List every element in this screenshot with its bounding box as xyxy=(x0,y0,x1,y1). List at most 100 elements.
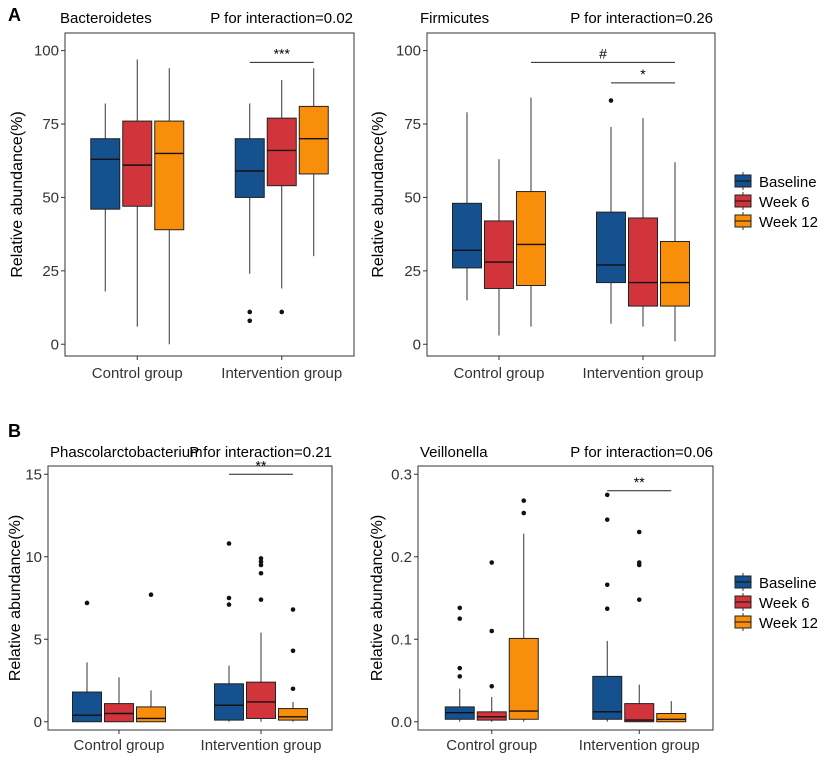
panel-label: A xyxy=(8,5,21,25)
outlier-point xyxy=(258,559,264,564)
box-iqr xyxy=(628,217,658,307)
legend-label: Week 6 xyxy=(759,595,810,612)
box-iqr xyxy=(508,637,539,720)
outlier-point xyxy=(279,309,285,315)
outlier-point xyxy=(258,562,264,568)
series-week-6 xyxy=(484,118,658,336)
outlier-point xyxy=(604,582,610,588)
series-week-12 xyxy=(154,68,329,345)
x-category-label: Intervention group xyxy=(583,365,704,382)
outlier-point xyxy=(226,541,232,546)
significance-marker: # xyxy=(599,45,607,61)
significance-marker: ** xyxy=(256,457,267,473)
outlier-point xyxy=(258,556,264,561)
series-week-6 xyxy=(122,59,297,327)
plot-border xyxy=(417,465,714,731)
box-week-12-1 xyxy=(298,68,329,257)
box-iqr xyxy=(72,691,102,723)
panel-title: Firmicutes xyxy=(420,10,489,27)
box-week-6-0 xyxy=(104,677,134,723)
y-tick-label: 100 xyxy=(396,43,421,60)
box-iqr xyxy=(476,711,507,721)
box-iqr xyxy=(136,706,166,723)
x-category-label: Control group xyxy=(446,737,537,754)
x-category-label: Control group xyxy=(92,365,183,382)
panel-title: Bacteroidetes xyxy=(60,10,152,27)
outlier-point xyxy=(457,605,463,611)
series-baseline xyxy=(452,98,626,324)
y-tick-label: 0 xyxy=(34,714,42,731)
outlier-point xyxy=(521,510,527,516)
outlier-point xyxy=(457,616,463,621)
outlier-point xyxy=(258,570,264,576)
box-week-6-0 xyxy=(122,59,153,327)
legend-label: Week 6 xyxy=(759,194,810,211)
y-tick-label: 25 xyxy=(42,263,59,280)
box-iqr xyxy=(278,708,308,721)
outlier-point xyxy=(247,309,253,315)
series-week-12 xyxy=(136,592,308,723)
interaction-p-value: P for interaction=0.21 xyxy=(189,444,332,461)
y-tick-label: 100 xyxy=(34,43,59,60)
box-iqr xyxy=(234,138,265,198)
panel-title: Phascolarctobacterium xyxy=(50,444,203,461)
series-week-6 xyxy=(476,529,655,723)
y-axis-label: Relative abundance(%) xyxy=(9,111,26,277)
x-category-label: Intervention group xyxy=(201,737,322,754)
box-iqr xyxy=(484,220,514,289)
outlier-point xyxy=(226,602,232,607)
box-baseline-1 xyxy=(596,98,626,324)
outlier-point xyxy=(247,318,253,324)
outlier-point xyxy=(290,607,296,612)
outlier-point xyxy=(226,595,232,601)
series-baseline xyxy=(72,541,244,723)
box-iqr xyxy=(246,681,276,719)
outlier-point xyxy=(258,597,264,602)
box-baseline-0 xyxy=(444,605,475,722)
box-week-6-0 xyxy=(484,159,514,336)
x-category-label: Control group xyxy=(454,365,545,382)
box-iqr xyxy=(592,675,623,720)
box-iqr xyxy=(90,138,121,210)
outlier-point xyxy=(148,592,154,597)
y-tick-label: 0 xyxy=(51,336,59,353)
chart-panel-4: Veillonella P for interaction=0.06 Relativ… xyxy=(369,444,714,754)
outlier-point xyxy=(636,529,642,535)
box-baseline-0 xyxy=(72,600,102,723)
box-week-6-0 xyxy=(476,560,507,722)
outlier-point xyxy=(521,498,527,503)
box-iqr xyxy=(656,713,687,723)
significance-marker: * xyxy=(640,66,646,82)
x-category-label: Control group xyxy=(74,737,165,754)
box-baseline-1 xyxy=(214,541,244,722)
legend-label: Week 12 xyxy=(759,615,818,632)
series-baseline xyxy=(444,492,623,722)
box-iqr xyxy=(452,202,482,269)
box-week-12-1 xyxy=(656,701,687,723)
y-tick-label: 50 xyxy=(404,189,421,206)
outlier-point xyxy=(457,665,463,671)
legend-label: Week 12 xyxy=(759,214,818,231)
legend-key-baseline: Baseline xyxy=(734,172,817,191)
outlier-point xyxy=(84,600,90,606)
box-baseline-0 xyxy=(90,103,121,292)
outlier-point xyxy=(604,606,610,612)
legend-top: Baseline Week 6 Week 12 xyxy=(734,172,818,231)
outlier-point xyxy=(608,98,614,103)
y-tick-label: 0.1 xyxy=(391,631,412,648)
y-tick-label: 0.3 xyxy=(391,466,412,483)
box-week-6-1 xyxy=(246,556,276,722)
outlier-point xyxy=(290,686,296,692)
y-axis-label: Relative abundance(%) xyxy=(369,515,386,681)
outlier-point xyxy=(290,648,296,654)
y-tick-label: 75 xyxy=(404,116,421,133)
outlier-point xyxy=(457,674,463,679)
box-baseline-1 xyxy=(234,103,265,324)
y-tick-label: 75 xyxy=(42,116,59,133)
box-week-6-1 xyxy=(624,529,655,723)
series-week-12 xyxy=(516,97,690,342)
box-iqr xyxy=(104,703,134,723)
box-iqr xyxy=(154,120,185,231)
